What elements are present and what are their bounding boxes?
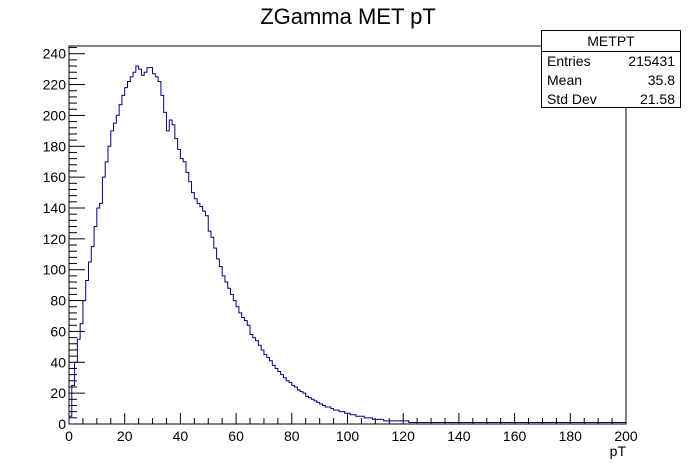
x-tick-label: 200 [614, 428, 638, 444]
y-tick-label: 0 [58, 416, 66, 432]
y-tick-label: 100 [43, 262, 67, 278]
y-tick-label: 160 [43, 169, 67, 185]
y-tick-label: 240 [43, 46, 67, 62]
x-tick-label: 180 [559, 428, 583, 444]
x-axis-label: pT [610, 443, 627, 459]
stats-row-stddev: Std Dev 21.58 [542, 90, 680, 109]
x-tick-label: 80 [284, 428, 300, 444]
stats-title: METPT [542, 31, 680, 52]
x-tick-label: 60 [228, 428, 244, 444]
stats-row-mean: Mean 35.8 [542, 71, 680, 90]
y-tick-label: 200 [43, 107, 67, 123]
stats-row-entries: Entries 215431 [542, 52, 680, 71]
y-tick-label: 120 [43, 231, 67, 247]
stats-stddev-value: 21.58 [639, 91, 675, 107]
x-tick-label: 160 [503, 428, 527, 444]
y-tick-label: 180 [43, 138, 67, 154]
stats-stddev-label: Std Dev [547, 91, 597, 107]
x-tick-label: 100 [336, 428, 360, 444]
y-tick-label: 140 [43, 200, 67, 216]
histogram-series [68, 65, 626, 424]
x-tick-label: 0 [65, 428, 73, 444]
y-tick-label: 220 [43, 77, 67, 93]
x-tick-label: 40 [173, 428, 189, 444]
y-tick-label: 20 [50, 385, 66, 401]
chart-title: ZGamma MET pT [260, 4, 436, 29]
y-tick-label: 80 [50, 293, 66, 309]
stats-entries-value: 215431 [628, 53, 675, 69]
x-tick-label: 140 [447, 428, 471, 444]
x-tick-label: 20 [117, 428, 133, 444]
x-tick-label: 120 [392, 428, 416, 444]
stats-entries-label: Entries [547, 53, 591, 69]
y-tick-label: 40 [50, 354, 66, 370]
y-tick-label: 60 [50, 323, 66, 339]
stats-mean-value: 35.8 [647, 72, 675, 88]
stats-mean-label: Mean [547, 72, 583, 88]
stats-box: METPT Entries 215431 Mean 35.8 Std Dev 2… [541, 30, 681, 108]
